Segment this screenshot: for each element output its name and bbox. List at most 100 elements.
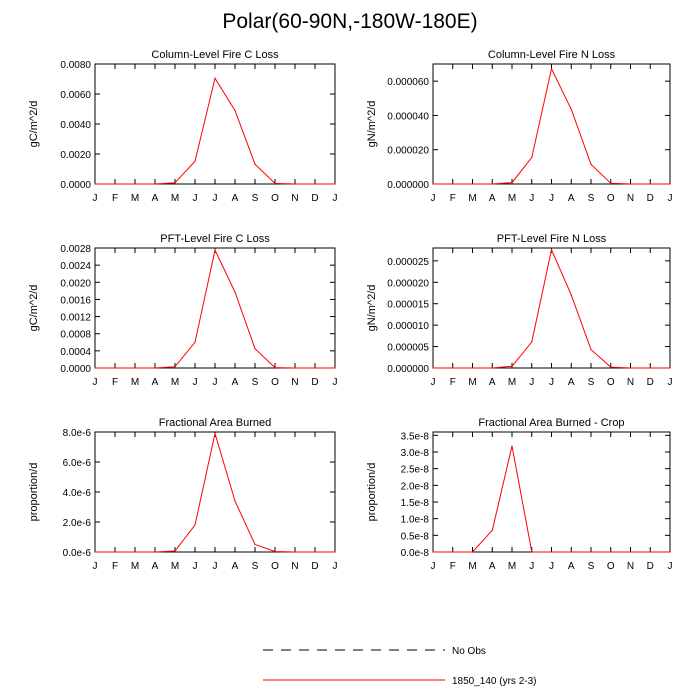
data-point: [334, 551, 336, 553]
data-point: [94, 367, 96, 369]
x-tick-label: M: [508, 193, 516, 204]
data-point: [471, 183, 474, 185]
series-line-1: [433, 248, 670, 369]
data-point: [134, 183, 136, 185]
y-tick-label: 4.0e-6: [63, 488, 92, 499]
x-tick-label: O: [271, 377, 279, 388]
data-point: [570, 108, 572, 111]
x-tick-label: N: [291, 561, 298, 572]
data-point: [629, 367, 632, 369]
x-tick-label: N: [291, 377, 298, 388]
x-tick-label: J: [549, 193, 554, 204]
x-tick-label: J: [333, 377, 338, 388]
x-tick-label: N: [627, 377, 634, 388]
plot-frame: [432, 431, 671, 553]
x-tick-label: N: [291, 193, 298, 204]
x-tick-label: J: [549, 377, 554, 388]
x-tick-label: A: [489, 193, 496, 204]
data-point: [610, 182, 612, 184]
x-tick-label: A: [489, 561, 496, 572]
chart-title: Fractional Area Burned - Crop: [478, 417, 624, 429]
x-tick-label: O: [271, 561, 279, 572]
x-tick-label: J: [431, 561, 436, 572]
data-point: [432, 183, 434, 185]
data-point: [471, 551, 474, 553]
y-tick-label: 3.5e-8: [401, 431, 430, 442]
x-tick-label: J: [431, 193, 436, 204]
chart-panel-6: Fractional Area Burned - Crop proportion/…: [366, 417, 673, 572]
x-tick-label: M: [131, 193, 139, 204]
legend-label-model: 1850_140 (yrs 2-3): [452, 676, 537, 687]
y-tick-label: 2.0e-6: [63, 518, 92, 529]
data-point: [550, 249, 553, 251]
data-point: [254, 348, 256, 350]
data-point: [590, 348, 592, 351]
data-point: [550, 551, 553, 553]
x-tick-label: A: [152, 561, 159, 572]
y-tick-label: 0.0000: [60, 364, 91, 375]
y-tick-label: 0.0004: [60, 347, 91, 358]
y-tick-label: 0.0020: [60, 150, 91, 161]
x-tick-label: M: [131, 561, 139, 572]
y-tick-label: 0.000005: [387, 343, 429, 354]
x-tick-label: M: [171, 377, 179, 388]
data-point: [491, 529, 493, 531]
chart-title: PFT-Level Fire N Loss: [497, 233, 607, 245]
data-point: [154, 367, 156, 369]
y-tick-label: 6.0e-6: [63, 458, 92, 469]
x-tick-label: O: [607, 193, 615, 204]
data-point: [531, 551, 533, 553]
x-tick-label: S: [252, 193, 259, 204]
y-tick-label: 1.0e-8: [401, 515, 430, 526]
data-point: [432, 551, 434, 553]
y-tick-label: 0.000000: [387, 364, 429, 375]
data-point: [94, 183, 96, 185]
chart-panels: Column-Level Fire C Loss gC/m^2/d J F M A M J J A…: [28, 49, 673, 572]
y-tick-label: 0.0012: [60, 313, 91, 324]
data-point: [274, 366, 276, 369]
series-line-1: [433, 445, 670, 553]
data-point: [114, 367, 116, 369]
data-point: [629, 551, 632, 553]
x-tick-label: J: [668, 193, 673, 204]
data-point: [174, 366, 176, 368]
data-point: [314, 367, 316, 369]
x-tick-label: F: [450, 193, 456, 204]
x-tick-label: J: [668, 377, 673, 388]
data-point: [114, 183, 116, 185]
data-point: [649, 183, 651, 185]
y-tick-label: 0.000020: [387, 278, 429, 289]
y-tick-label: 0.000000: [387, 180, 429, 191]
data-point: [174, 182, 176, 184]
data-point: [669, 367, 671, 369]
data-point: [314, 183, 316, 185]
data-point: [590, 551, 592, 553]
x-tick-label: A: [152, 377, 159, 388]
chart-title: Fractional Area Burned: [159, 417, 272, 429]
data-point: [214, 77, 216, 79]
x-tick-label: D: [311, 377, 318, 388]
chart-panel-1: Column-Level Fire C Loss gC/m^2/d J F M A M J J A…: [28, 49, 338, 204]
data-point: [194, 341, 196, 343]
x-tick-label: D: [647, 561, 654, 572]
plot-frame: [432, 247, 671, 369]
data-point: [274, 550, 276, 553]
chart-title: Column-Level Fire C Loss: [151, 49, 279, 61]
x-tick-label: M: [508, 377, 516, 388]
y-axis-label: gN/m^2/d: [366, 285, 378, 332]
legend-label-no-obs: No Obs: [452, 646, 486, 657]
x-tick-label: F: [112, 193, 118, 204]
x-tick-label: J: [333, 193, 338, 204]
chart-panel-5: Fractional Area Burned proportion/d J F M A M J…: [28, 417, 338, 572]
y-tick-label: 0.0016: [60, 295, 91, 306]
y-tick-label: 0.0008: [60, 330, 91, 341]
data-point: [610, 551, 612, 553]
series-line-1: [433, 67, 670, 185]
series-line-1: [95, 433, 335, 553]
data-point: [649, 551, 651, 553]
data-point: [471, 367, 474, 369]
x-tick-label: M: [468, 561, 476, 572]
data-point: [452, 551, 454, 553]
x-tick-label: J: [213, 377, 218, 388]
data-point: [334, 367, 336, 369]
